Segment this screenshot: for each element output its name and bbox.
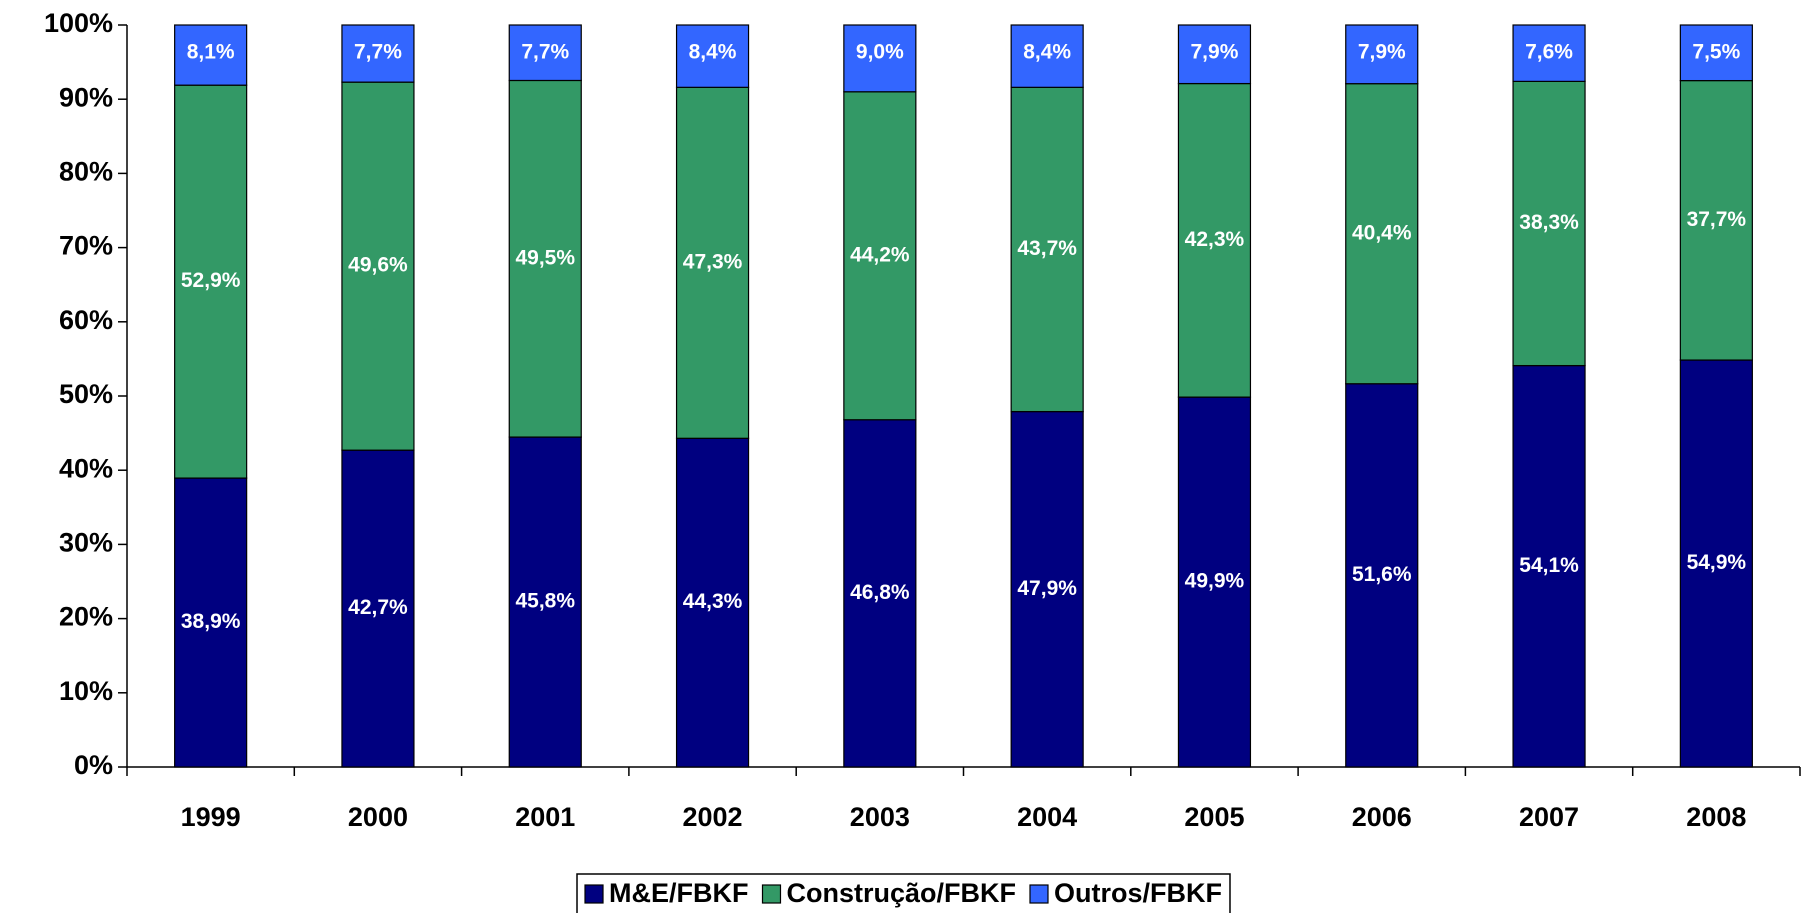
bar-segment (174, 477, 248, 768)
x-tick-label: 2001 (515, 802, 575, 832)
value-label: 40,4% (1352, 221, 1412, 244)
bar-segment (1010, 410, 1084, 768)
bar-segment (1010, 86, 1084, 413)
value-label: 42,7% (348, 596, 408, 619)
y-tick-label: 60% (59, 305, 113, 335)
bar-segment (508, 79, 582, 438)
legend-label: Construção/FBKF (786, 878, 1016, 908)
value-label: 46,8% (850, 581, 910, 604)
bar-segment (1345, 383, 1419, 768)
legend-swatch (761, 884, 782, 904)
bar-segment (1512, 364, 1586, 768)
x-tick-label: 2003 (850, 802, 910, 832)
value-label: 42,3% (1185, 228, 1245, 251)
value-label: 9,0% (856, 41, 904, 64)
value-label: 7,7% (354, 41, 402, 64)
bar-segment (341, 81, 415, 451)
bar-segment (843, 419, 917, 768)
x-tick-label: 2006 (1352, 802, 1412, 832)
value-label: 7,7% (521, 41, 569, 64)
value-label: 44,2% (850, 243, 910, 266)
bar-segment (1679, 359, 1753, 768)
x-tick-label: 2002 (683, 802, 743, 832)
y-tick-label: 70% (59, 231, 113, 261)
y-tick-label: 90% (59, 82, 113, 112)
legend-swatch (1029, 884, 1049, 904)
bar-segment (1512, 80, 1586, 367)
bar-segment (341, 24, 415, 83)
legend-box (576, 873, 1231, 913)
bar-segment (675, 24, 750, 88)
value-label: 54,9% (1687, 551, 1747, 574)
value-label: 47,9% (1017, 577, 1077, 600)
legend-label: M&E/FBKF (609, 878, 748, 908)
bar-segment (508, 24, 582, 82)
y-tick-label: 40% (59, 453, 113, 483)
legend-swatch (584, 884, 604, 904)
bar-segment (1177, 24, 1252, 85)
legend: M&E/FBKF Construção/FBKF Outros/FBKF (576, 873, 1231, 913)
x-tick-label: 2004 (1017, 802, 1077, 832)
bar-segment (843, 24, 917, 93)
bar-segment (1679, 24, 1753, 82)
bar-segment (1177, 82, 1252, 398)
bar-segment (1512, 24, 1586, 82)
bar-segment (843, 91, 917, 421)
value-label: 38,3% (1519, 211, 1579, 234)
value-label: 49,6% (348, 254, 408, 277)
y-tick-label: 30% (59, 528, 113, 558)
value-label: 52,9% (181, 269, 241, 292)
y-tick-label: 10% (59, 676, 113, 706)
value-label: 7,5% (1692, 41, 1740, 64)
x-tick-label: 1999 (181, 802, 241, 832)
bar-segment (1177, 396, 1252, 768)
value-label: 43,7% (1017, 237, 1077, 260)
y-tick-label: 20% (59, 602, 113, 632)
value-label: 7,9% (1358, 41, 1406, 64)
y-tick-label: 100% (44, 8, 113, 38)
legend-label: Outros/FBKF (1054, 878, 1222, 908)
value-label: 51,6% (1352, 563, 1412, 586)
x-tick-label: 2008 (1686, 802, 1746, 832)
bar-segment (174, 24, 248, 86)
value-label: 8,4% (689, 41, 737, 64)
value-label: 38,9% (181, 610, 241, 633)
bar-segment (508, 436, 582, 768)
value-label: 49,5% (515, 246, 575, 269)
bar-segment (1010, 24, 1084, 88)
x-tick-label: 2005 (1184, 802, 1244, 832)
y-tick-label: 0% (74, 750, 113, 780)
x-tick-label: 2000 (348, 802, 408, 832)
x-tick-label: 2007 (1519, 802, 1579, 832)
y-tick-label: 80% (59, 157, 113, 187)
value-label: 44,3% (683, 590, 743, 613)
bar-segment (174, 84, 248, 479)
value-label: 54,1% (1519, 554, 1579, 577)
y-tick-label: 50% (59, 379, 113, 409)
bar-segment (341, 449, 415, 768)
bar-segment (1679, 79, 1753, 361)
value-label: 8,1% (187, 41, 235, 64)
value-label: 7,6% (1525, 41, 1573, 64)
bar-segment (1345, 24, 1419, 85)
value-label: 8,4% (1023, 41, 1071, 64)
value-label: 45,8% (515, 590, 575, 613)
value-label: 37,7% (1687, 208, 1747, 231)
value-label: 49,9% (1185, 570, 1245, 593)
bar-segment (675, 437, 750, 768)
value-label: 7,9% (1191, 41, 1239, 64)
value-label: 47,3% (683, 250, 743, 273)
